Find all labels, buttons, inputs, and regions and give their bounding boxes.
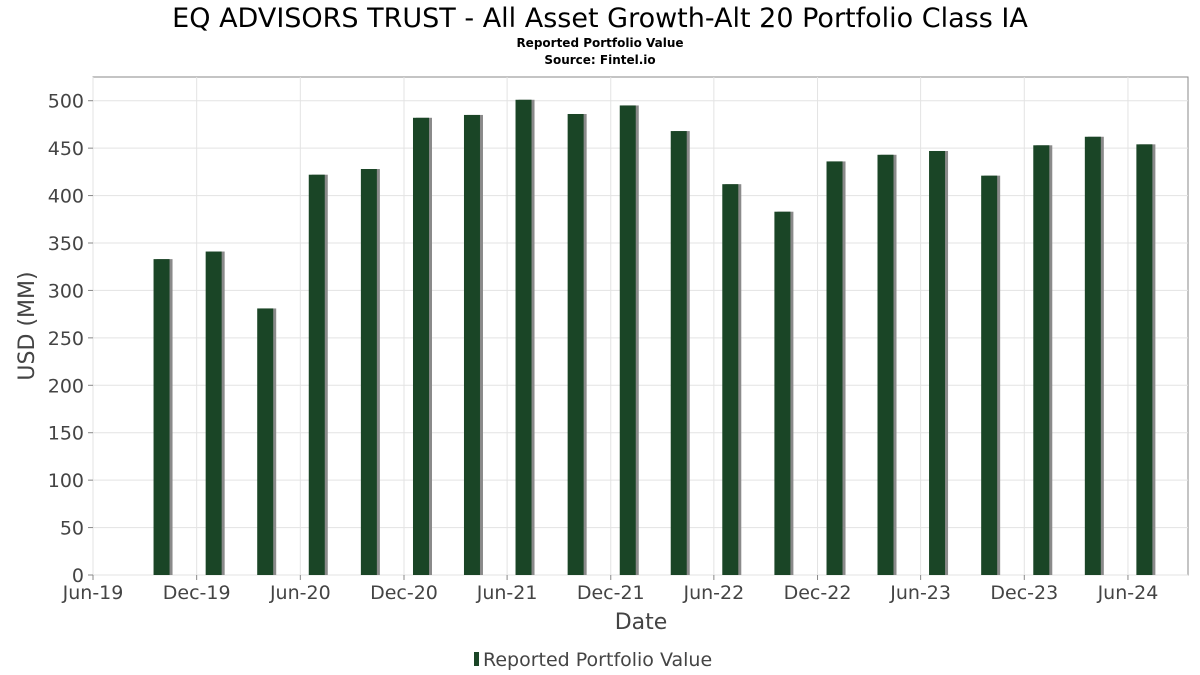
- bar: [360, 169, 377, 576]
- y-axis-ticks: 0 50 100 150 200 250 300 350 400 450 500: [48, 91, 93, 587]
- y-tick-label: 450: [48, 138, 84, 160]
- x-axis-ticks: Jun-19 Dec-19 Jun-20 Dec-20 Jun-21 Dec-21 Jun-…: [62, 575, 1159, 604]
- bar: [981, 175, 998, 575]
- x-tick-label: Dec-22: [784, 582, 852, 604]
- bar: [670, 131, 687, 575]
- bar: [1084, 136, 1101, 575]
- bar: [929, 150, 946, 575]
- bar: [257, 308, 274, 575]
- bar: [877, 154, 894, 576]
- x-tick-label: Jun-22: [682, 582, 744, 604]
- x-tick-label: Jun-20: [269, 582, 331, 604]
- x-tick-label: Jun-24: [1097, 582, 1159, 604]
- chart-subtitle: Reported Portfolio Value: [516, 36, 683, 50]
- bar: [722, 184, 739, 575]
- y-tick-label: 200: [48, 375, 84, 397]
- x-tick-label: Jun-19: [62, 582, 124, 604]
- y-tick-label: 150: [48, 423, 84, 445]
- chart-source: Source: Fintel.io: [544, 53, 655, 67]
- legend-swatch: [474, 652, 479, 666]
- grid-lines: [92, 77, 1188, 576]
- bar: [205, 251, 222, 575]
- y-tick-label: 350: [48, 233, 84, 255]
- y-tick-label: 400: [48, 186, 84, 208]
- x-axis-label: Date: [615, 610, 668, 635]
- bar: [567, 113, 584, 575]
- chart-title: EQ ADVISORS TRUST - All Asset Growth-Alt…: [172, 3, 1028, 34]
- y-tick-label: 100: [48, 470, 84, 492]
- x-tick-label: Jun-21: [476, 582, 538, 604]
- bar: [619, 105, 636, 575]
- y-tick-label: 50: [60, 518, 84, 540]
- bar: [308, 174, 325, 575]
- y-tick-label: 0: [72, 565, 84, 587]
- x-tick-label: Jun-23: [889, 582, 951, 604]
- y-axis-label: USD (MM): [15, 271, 40, 380]
- bar: [463, 114, 480, 575]
- legend-label: Reported Portfolio Value: [483, 649, 712, 671]
- bar: [412, 117, 429, 575]
- bar-series: [153, 99, 1156, 576]
- x-tick-label: Dec-19: [163, 582, 231, 604]
- bar: [153, 259, 170, 575]
- bar: [774, 211, 791, 575]
- bar: [1136, 144, 1153, 575]
- y-tick-label: 250: [48, 328, 84, 350]
- y-tick-label: 300: [48, 280, 84, 302]
- bar: [515, 99, 532, 575]
- bar: [1033, 145, 1050, 575]
- x-tick-label: Dec-20: [370, 582, 438, 604]
- x-tick-label: Dec-21: [577, 582, 645, 604]
- x-tick-label: Dec-23: [990, 582, 1058, 604]
- y-tick-label: 500: [48, 91, 84, 113]
- legend: Reported Portfolio Value: [474, 649, 712, 671]
- bar: [826, 161, 843, 575]
